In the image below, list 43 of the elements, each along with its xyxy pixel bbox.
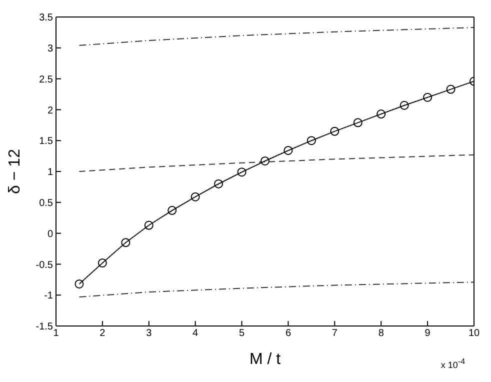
y-tick-label: 1.5	[39, 136, 54, 148]
x-tick-label: 7	[332, 328, 338, 340]
point	[260, 156, 270, 166]
x-tick-label: 5	[238, 328, 245, 340]
point	[74, 279, 84, 288]
y-tick-label: 2	[47, 105, 54, 116]
x-tick-label: 8	[378, 328, 384, 340]
x-axis-title: M / t	[249, 351, 282, 368]
y-tick-label: -1	[44, 290, 54, 302]
y-tick-label: -0.5	[36, 260, 54, 271]
text: x 10$^{-4}$	[440, 356, 466, 370]
y-tick-label: 0.5	[39, 198, 54, 209]
y-axis-title: δ − 12	[6, 148, 24, 194]
point	[306, 136, 316, 146]
point	[284, 146, 293, 155]
y-tick-label: 2.5	[39, 74, 54, 86]
point	[190, 192, 200, 202]
x-tick-label: 2	[100, 328, 106, 340]
line-series	[78, 154, 474, 172]
x-tick-label: 3	[146, 328, 152, 340]
point	[353, 118, 362, 128]
point	[376, 110, 386, 119]
point	[330, 126, 340, 136]
y-tick-label: 1	[47, 167, 54, 178]
point	[168, 206, 177, 215]
y-tick-label: 3.5	[39, 12, 54, 24]
x-tick-label: 4	[192, 328, 199, 340]
x-tick-label: 9	[424, 328, 431, 340]
point	[237, 168, 246, 177]
y-tick-label: 3	[47, 43, 54, 54]
point	[423, 92, 432, 102]
point	[214, 179, 224, 188]
line-series	[78, 282, 474, 298]
y-tick-label: -1.5	[36, 322, 54, 333]
line-series	[78, 27, 474, 46]
x-tick-label: 6	[285, 328, 292, 340]
point	[400, 100, 409, 110]
point	[121, 238, 130, 248]
point	[98, 258, 107, 268]
point	[446, 84, 456, 94]
point	[144, 220, 154, 230]
x-tick-label: 10	[468, 328, 480, 340]
y-tick-label: 0	[47, 228, 54, 240]
